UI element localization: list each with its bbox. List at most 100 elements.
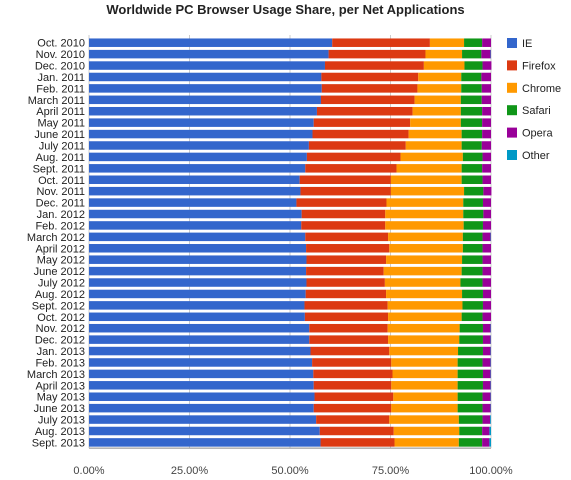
bar-segment-opera	[482, 38, 491, 47]
bar-segment-opera	[482, 289, 491, 299]
bar-segment-safari	[463, 209, 484, 219]
bar-segment-chrome	[418, 72, 462, 82]
category-label: June 2011	[34, 129, 85, 141]
bar-segment-opera	[481, 49, 491, 59]
bar-segment-opera	[482, 61, 492, 70]
legend-swatch-chrome	[507, 82, 517, 93]
bar-segment-ie	[89, 346, 311, 356]
bar-segment-opera	[482, 266, 491, 276]
category-label: July 2012	[38, 278, 85, 290]
category-label: April 2011	[36, 106, 85, 118]
bar-segment-safari	[460, 278, 483, 287]
bar-segment-safari	[462, 289, 483, 299]
bar-segment-firefox	[305, 289, 387, 299]
category-label: Feb. 2013	[35, 357, 85, 369]
bar-segment-opera	[482, 346, 491, 356]
legend-swatch-ie	[507, 38, 517, 48]
bar-segment-ie	[89, 415, 317, 424]
bar-segment-chrome	[383, 266, 462, 276]
bar-segment-chrome	[391, 381, 458, 390]
bar-segment-chrome	[387, 323, 460, 333]
category-label: Jan. 2012	[37, 209, 85, 221]
bar-segment-chrome	[387, 301, 463, 310]
bar-segment-firefox	[332, 38, 430, 47]
bar-segment-firefox	[320, 95, 415, 105]
x-tick-label: 50.00%	[271, 465, 309, 477]
category-label: Oct. 2010	[37, 38, 85, 50]
bar-segment-chrome	[394, 438, 459, 447]
bar-segment-safari	[464, 61, 483, 70]
bar-segment-chrome	[393, 426, 460, 436]
bar-segment-safari	[461, 312, 483, 322]
bar-segment-chrome	[423, 61, 465, 70]
bar-segment-firefox	[301, 209, 386, 219]
legend-label-other: Other	[522, 150, 550, 162]
bar-segment-chrome	[391, 358, 458, 367]
bar-segment-safari	[461, 141, 482, 150]
bar-segment-safari	[461, 129, 483, 139]
bar-segment-safari	[461, 72, 482, 82]
bar-segment-chrome	[417, 84, 462, 93]
bar-segment-opera	[481, 141, 491, 150]
bar-segment-opera	[482, 426, 490, 436]
bar-segment-opera	[482, 323, 491, 333]
bar-segment-opera	[482, 438, 490, 447]
bar-segment-opera	[482, 278, 491, 287]
bar-segment-safari	[460, 118, 483, 127]
legend-label-opera: Opera	[522, 128, 553, 140]
bar-segment-safari	[462, 49, 482, 59]
bar-segment-ie	[89, 72, 322, 82]
bar-segment-firefox	[300, 186, 391, 196]
bar-segment-safari	[457, 403, 483, 413]
bar-segment-opera	[482, 301, 491, 310]
bar-segment-firefox	[304, 312, 389, 322]
category-label: April 2012	[35, 243, 85, 255]
bar-segment-firefox	[313, 118, 411, 127]
bar-segment-chrome	[389, 415, 459, 424]
bar-segment-opera	[482, 358, 491, 367]
bar-segment-opera	[482, 175, 491, 184]
category-label: Jan. 2013	[37, 346, 85, 358]
bar-segment-opera	[482, 312, 491, 322]
bar-segment-firefox	[310, 346, 390, 356]
bar-segment-firefox	[301, 221, 386, 230]
bar-segment-chrome	[388, 232, 463, 242]
bar-segment-safari	[459, 426, 483, 436]
bar-segment-firefox	[321, 84, 418, 93]
bar-segment-firefox	[320, 438, 395, 447]
bar-segment-other	[490, 415, 491, 424]
bar-segment-firefox	[299, 175, 391, 184]
bar-segment-firefox	[314, 392, 394, 401]
bar-segment-ie	[89, 358, 313, 367]
bar-segment-ie	[89, 312, 305, 322]
bar-segment-opera	[481, 72, 491, 82]
category-label: May 2013	[37, 392, 85, 404]
category-label: Aug. 2011	[36, 152, 85, 164]
bar-segment-chrome	[386, 255, 463, 264]
category-label: May 2012	[37, 255, 85, 267]
bar-segment-opera	[482, 369, 491, 379]
bar-segment-chrome	[386, 198, 464, 207]
bar-segment-ie	[89, 392, 315, 401]
category-label: Feb. 2012	[35, 220, 85, 232]
bar-segment-ie	[89, 255, 307, 264]
bar-segment-safari	[464, 38, 483, 47]
category-label: Sept. 2013	[32, 437, 85, 449]
bar-segment-firefox	[306, 255, 387, 264]
bar-segment-opera	[482, 164, 491, 173]
category-label: Sept. 2012	[32, 300, 85, 312]
bar-segment-firefox	[306, 244, 390, 253]
bar-segment-firefox	[324, 61, 424, 70]
bar-segment-safari	[463, 221, 483, 230]
bar-segment-safari	[458, 438, 483, 447]
category-label: Dec. 2012	[35, 335, 85, 347]
category-label: April 2013	[35, 380, 85, 392]
bar-segment-opera	[482, 415, 491, 424]
legend-swatch-firefox	[507, 60, 517, 71]
legend-swatch-other	[507, 150, 517, 160]
bar-segment-firefox	[316, 106, 413, 116]
bar-segment-firefox	[316, 415, 390, 424]
bar-segment-safari	[459, 323, 483, 333]
bar-segment-ie	[89, 232, 306, 242]
bar-segment-safari	[461, 164, 483, 173]
